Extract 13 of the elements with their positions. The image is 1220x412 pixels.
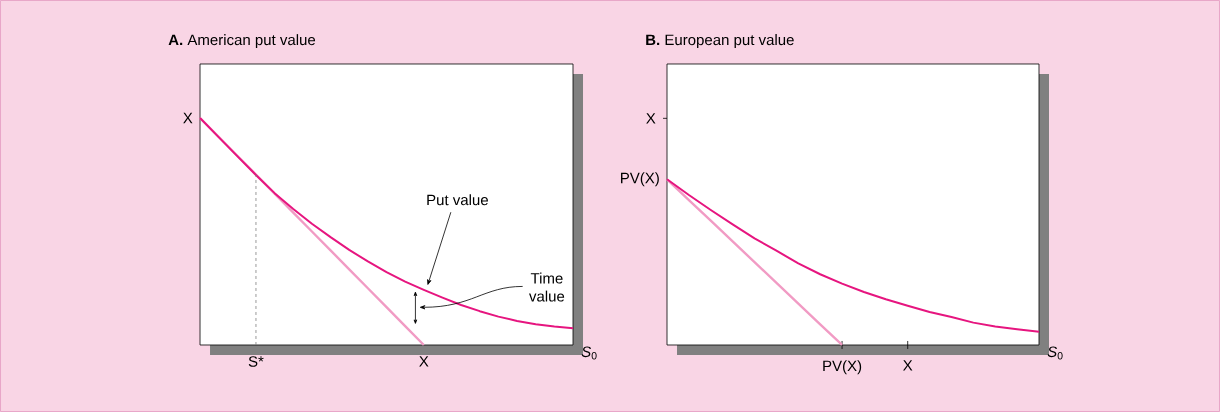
annotation: Put value bbox=[427, 194, 488, 206]
text: X bbox=[646, 113, 656, 124]
x-tick-label: S* bbox=[248, 356, 264, 367]
x-tick-label: X bbox=[903, 360, 913, 371]
x-axis-title: S$_{0}$ bbox=[581, 346, 597, 360]
chart-title: B. European put value bbox=[646, 34, 794, 49]
x-axis-title: S$_{0}$ bbox=[1047, 346, 1063, 360]
text: X bbox=[183, 112, 193, 124]
annotation: Time value bbox=[529, 272, 565, 302]
x-tick-label: PV(X) bbox=[823, 360, 862, 375]
x-tick-label: X bbox=[419, 356, 429, 367]
text: PV(X) bbox=[621, 172, 659, 187]
chart-title: A. American put value bbox=[168, 34, 316, 49]
